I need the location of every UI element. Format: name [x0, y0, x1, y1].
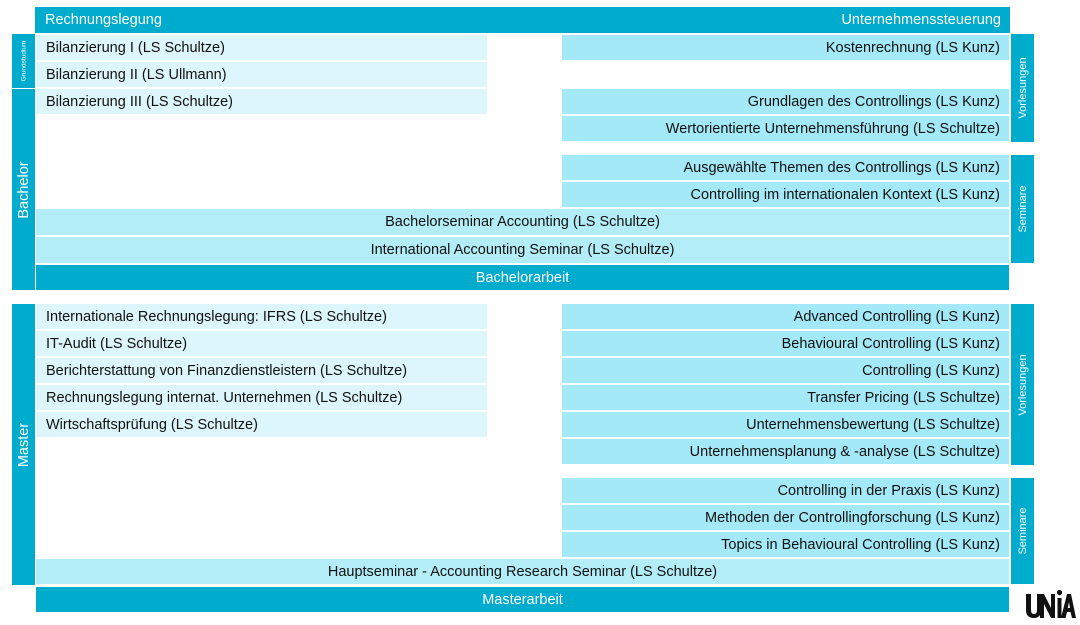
course-master-lecture[interactable]: Behavioural Controlling (LS Kunz) — [562, 331, 1009, 356]
course-master-lecture[interactable]: Unternehmensbewertung (LS Schultze) — [562, 412, 1009, 437]
seminare-label-bachelor: Seminare — [1011, 155, 1034, 263]
course-master-lecture[interactable]: Controlling (LS Kunz) — [562, 358, 1009, 383]
vorlesungen-label-master: Vorlesungen — [1011, 304, 1034, 465]
course-master-lecture[interactable]: Advanced Controlling (LS Kunz) — [562, 304, 1009, 329]
course-master-lecture[interactable]: Transfer Pricing (LS Schultze) — [562, 385, 1009, 410]
course-bachelor-seminar[interactable]: Ausgewählte Themen des Controllings (LS … — [562, 155, 1009, 180]
course-master-wide[interactable]: Hauptseminar - Accounting Research Semin… — [36, 559, 1009, 584]
vorlesungen-label-bachelor: Vorlesungen — [1011, 34, 1034, 142]
course-master-left[interactable]: IT-Audit (LS Schultze) — [36, 331, 487, 356]
course-bachelor-left[interactable]: Bilanzierung II (LS Ullmann) — [36, 62, 487, 87]
bachelor-label: Bachelor — [12, 89, 35, 290]
grundstudium-label: Grundstudium — [12, 34, 35, 88]
course-bachelor-lecture[interactable]: Wertorientierte Unternehmensführung (LS … — [562, 116, 1009, 141]
course-bachelor-lecture[interactable]: Kostenrechnung (LS Kunz) — [562, 35, 1009, 60]
header-left-label: Rechnungslegung — [45, 12, 162, 28]
course-master-seminar[interactable]: Controlling in der Praxis (LS Kunz) — [562, 478, 1009, 503]
university-logo — [1026, 589, 1076, 618]
course-master-left[interactable]: Internationale Rechnungslegung: IFRS (LS… — [36, 304, 487, 329]
course-master-seminar[interactable]: Topics in Behavioural Controlling (LS Ku… — [562, 532, 1009, 557]
course-master-lecture[interactable]: Unternehmensplanung & -analyse (LS Schul… — [562, 439, 1009, 464]
masterarbeit-bar[interactable]: Masterarbeit — [36, 587, 1009, 612]
bachelorarbeit-bar[interactable]: Bachelorarbeit — [36, 265, 1009, 290]
seminare-label-master: Seminare — [1011, 478, 1034, 584]
course-master-seminar[interactable]: Methoden der Controllingforschung (LS Ku… — [562, 505, 1009, 530]
course-bachelor-wide[interactable]: Bachelorseminar Accounting (LS Schultze) — [36, 209, 1009, 235]
course-master-left[interactable]: Wirtschaftsprüfung (LS Schultze) — [36, 412, 487, 437]
course-bachelor-left[interactable]: Bilanzierung I (LS Schultze) — [36, 35, 487, 60]
course-master-left[interactable]: Berichterstattung von Finanzdienstleiste… — [36, 358, 487, 383]
course-bachelor-left[interactable]: Bilanzierung III (LS Schultze) — [36, 89, 487, 114]
header-right-label: Unternehmenssteuerung — [841, 12, 1001, 28]
master-label: Master — [12, 304, 35, 585]
header-bar: Rechnungslegung — [35, 7, 1010, 33]
course-bachelor-lecture[interactable]: Grundlagen des Controllings (LS Kunz) — [562, 89, 1009, 114]
course-bachelor-seminar[interactable]: Controlling im internationalen Kontext (… — [562, 182, 1009, 207]
course-bachelor-wide[interactable]: International Accounting Seminar (LS Sch… — [36, 237, 1009, 263]
course-master-left[interactable]: Rechnungslegung internat. Unternehmen (L… — [36, 385, 487, 410]
header-right: Unternehmenssteuerung — [600, 7, 1010, 33]
